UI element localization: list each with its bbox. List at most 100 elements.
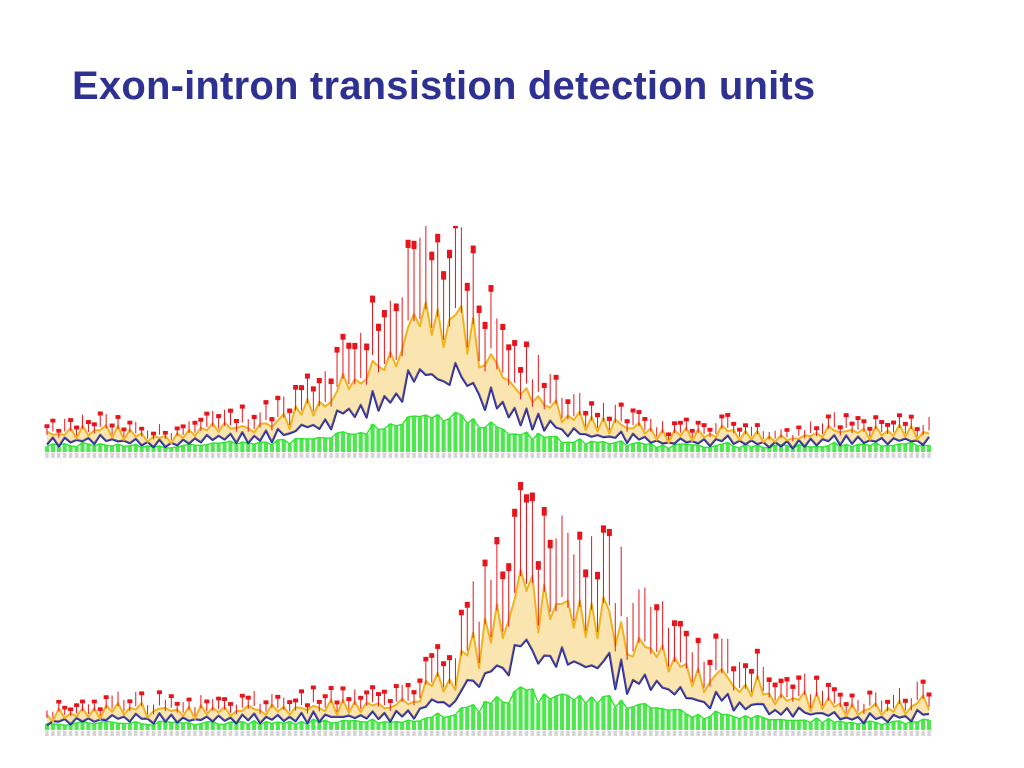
logo-top-green-glyph: [518, 435, 523, 452]
logo-top-position-tick: [311, 453, 316, 458]
logo-bottom-green-glyph: [702, 719, 707, 730]
logo-top-position-tick: [749, 453, 754, 458]
logo-top-green-glyph: [163, 448, 168, 452]
logo-bottom-green-glyph: [731, 716, 736, 730]
logo-bottom-green-glyph: [518, 686, 523, 730]
logo-bottom-red-cap: [429, 653, 435, 658]
logo-top-position-tick: [601, 453, 606, 458]
logo-top-red-cap: [452, 226, 458, 229]
logo-top-position-tick: [856, 453, 860, 458]
logo-bottom-red-cap: [358, 695, 364, 700]
logo-bottom-green-glyph: [175, 722, 180, 730]
logo-bottom-green-glyph: [459, 707, 464, 730]
logo-top-position-tick: [364, 453, 369, 458]
logo-top-green-glyph: [228, 441, 233, 452]
logo-top-position-tick: [388, 453, 393, 458]
logo-bottom-red-cap: [825, 682, 831, 687]
logo-top-position-tick: [566, 453, 570, 458]
logo-bottom-position-tick: [548, 731, 552, 736]
logo-bottom-position-tick: [465, 731, 470, 736]
logo-top-position-tick: [743, 453, 748, 458]
logo-bottom-green-glyph: [121, 723, 126, 730]
logo-bottom-position-tick: [672, 731, 677, 736]
logo-bottom-green-glyph: [352, 720, 357, 730]
logo-top-green-glyph: [767, 448, 772, 452]
logo-top-green-glyph: [400, 424, 405, 452]
logo-bottom-position-tick: [453, 731, 458, 736]
logo-bottom-green-glyph: [755, 715, 760, 730]
logo-bottom-green-glyph: [145, 724, 150, 730]
logo-bottom-position-tick: [246, 731, 251, 736]
logo-bottom-green-glyph: [548, 699, 553, 730]
logo-top-green-glyph: [672, 444, 677, 452]
logo-bottom-red-cap: [778, 678, 784, 684]
logo-top-red-cap: [707, 427, 713, 432]
logo-bottom-red-cap: [671, 620, 677, 627]
logo-bottom-red-cap: [74, 703, 80, 708]
logo-top-position-tick: [453, 453, 458, 458]
logo-bottom-green-glyph: [915, 722, 920, 730]
logo-bottom-green-glyph: [441, 717, 446, 730]
logo-top-position-tick: [583, 453, 588, 458]
logo-bottom-position-tick: [850, 731, 854, 736]
logo-bottom-position-tick: [364, 731, 369, 736]
logo-bottom-red-cap: [381, 689, 387, 694]
logo-bottom-green-glyph: [761, 717, 766, 730]
logo-top-green-glyph: [198, 445, 203, 452]
logo-top-position-tick: [773, 453, 777, 458]
logo-top-red-cap: [174, 426, 180, 431]
logo-bottom-position-tick: [554, 731, 558, 736]
logo-top-green-glyph: [175, 447, 180, 452]
logo-top-red-cap: [731, 421, 737, 426]
logo-bottom-red-cap: [902, 698, 908, 703]
logo-bottom-green-glyph: [690, 717, 695, 730]
logo-bottom-green-glyph: [630, 706, 636, 730]
logo-bottom-position-tick: [128, 731, 132, 736]
logo-bottom-position-tick: [637, 731, 641, 736]
logo-top-red-cap: [796, 425, 802, 430]
logo-top-position-tick: [755, 453, 760, 458]
logo-bottom-position-tick: [287, 731, 292, 736]
logo-top-green-glyph: [305, 438, 310, 452]
logo-bottom-green-glyph: [222, 724, 227, 730]
logo-bottom-position-tick: [725, 731, 730, 736]
logo-bottom-green-glyph: [654, 707, 659, 730]
logo-top-position-tick: [649, 453, 653, 458]
logo-bottom-red-cap: [926, 692, 932, 697]
logo-bottom-green-glyph: [210, 721, 215, 730]
logo-top-green-glyph: [773, 445, 778, 452]
logo-bottom-green-glyph: [406, 720, 411, 730]
logo-bottom-green-glyph: [447, 716, 452, 730]
logo-top-position-tick: [613, 453, 618, 458]
logo-top-red-cap: [843, 413, 849, 418]
logo-bottom-position-tick: [684, 731, 689, 736]
logo-top-position-tick: [270, 453, 274, 458]
logo-bottom-position-labels: [45, 731, 931, 736]
logo-top-red-cap: [91, 422, 97, 427]
logo-bottom-position-tick: [429, 731, 434, 736]
logo-bottom-green-glyph: [411, 721, 417, 730]
logo-top-position-tick: [80, 453, 85, 458]
logo-top-green-glyph: [802, 446, 807, 452]
logo-top-position-tick: [68, 453, 73, 458]
logo-bottom-position-tick: [358, 731, 363, 736]
logo-top-red-cap: [879, 420, 885, 424]
logo-top-green-glyph: [287, 444, 292, 452]
logo-top-green-glyph: [74, 446, 79, 452]
logo-top-red-cap: [328, 378, 334, 385]
logo-top-blue-layer: [46, 361, 930, 450]
logo-top-red-cap: [754, 423, 760, 427]
logo-top-position-tick: [802, 453, 807, 458]
logo-bottom-green-glyph: [471, 704, 476, 730]
logo-top-position-tick: [850, 453, 854, 458]
logo-top-green-glyph: [926, 445, 932, 452]
logo-top-red-cap: [251, 414, 257, 420]
logo-bottom-position-tick: [187, 731, 191, 736]
logo-top-position-tick: [276, 453, 280, 458]
logo-bottom-green-glyph: [417, 720, 422, 730]
logo-top-position-tick: [193, 453, 197, 458]
logo-top-position-tick: [424, 453, 428, 458]
logo-bottom-green-glyph: [725, 714, 730, 730]
logo-bottom-position-tick: [329, 731, 333, 736]
logo-top-red-cap: [725, 412, 731, 417]
